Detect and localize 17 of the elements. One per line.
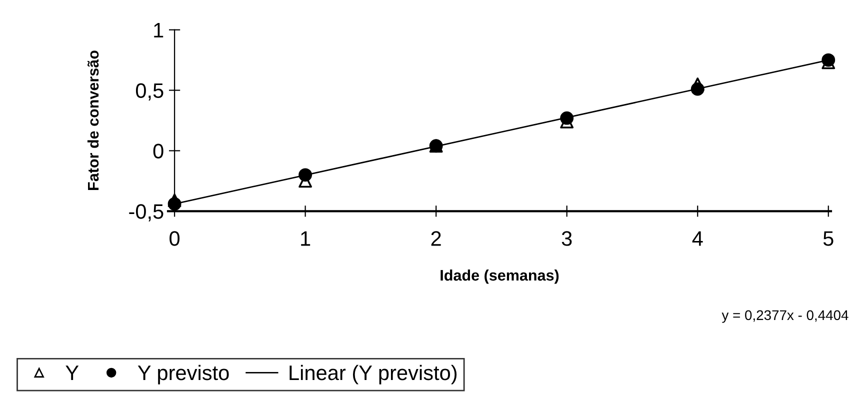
y-tick-label: 0	[153, 144, 164, 158]
x-tick-label: 5	[823, 231, 834, 246]
x-tick-label: 4	[692, 231, 703, 246]
y-tick-label: 1	[154, 23, 164, 38]
x-tick-label: 0	[170, 231, 180, 246]
x-tick-label: 2	[431, 231, 441, 246]
y-tick-label: -0,5	[129, 204, 164, 222]
x-tick-label: 1	[301, 231, 310, 246]
y-tick-label: 0,5	[136, 83, 164, 100]
legend-label: Y previsto	[138, 364, 229, 384]
legend-label: Linear (Y previsto)	[290, 364, 457, 384]
text: y = 0,2377x - 0,4404	[722, 310, 848, 323]
y-axis-title: Fator de conversão	[87, 50, 99, 190]
point	[168, 194, 182, 208]
legend-label: Y	[66, 366, 79, 380]
x-axis-title: Idade (semanas)	[440, 269, 559, 284]
x-tick-label: 3	[562, 231, 572, 246]
